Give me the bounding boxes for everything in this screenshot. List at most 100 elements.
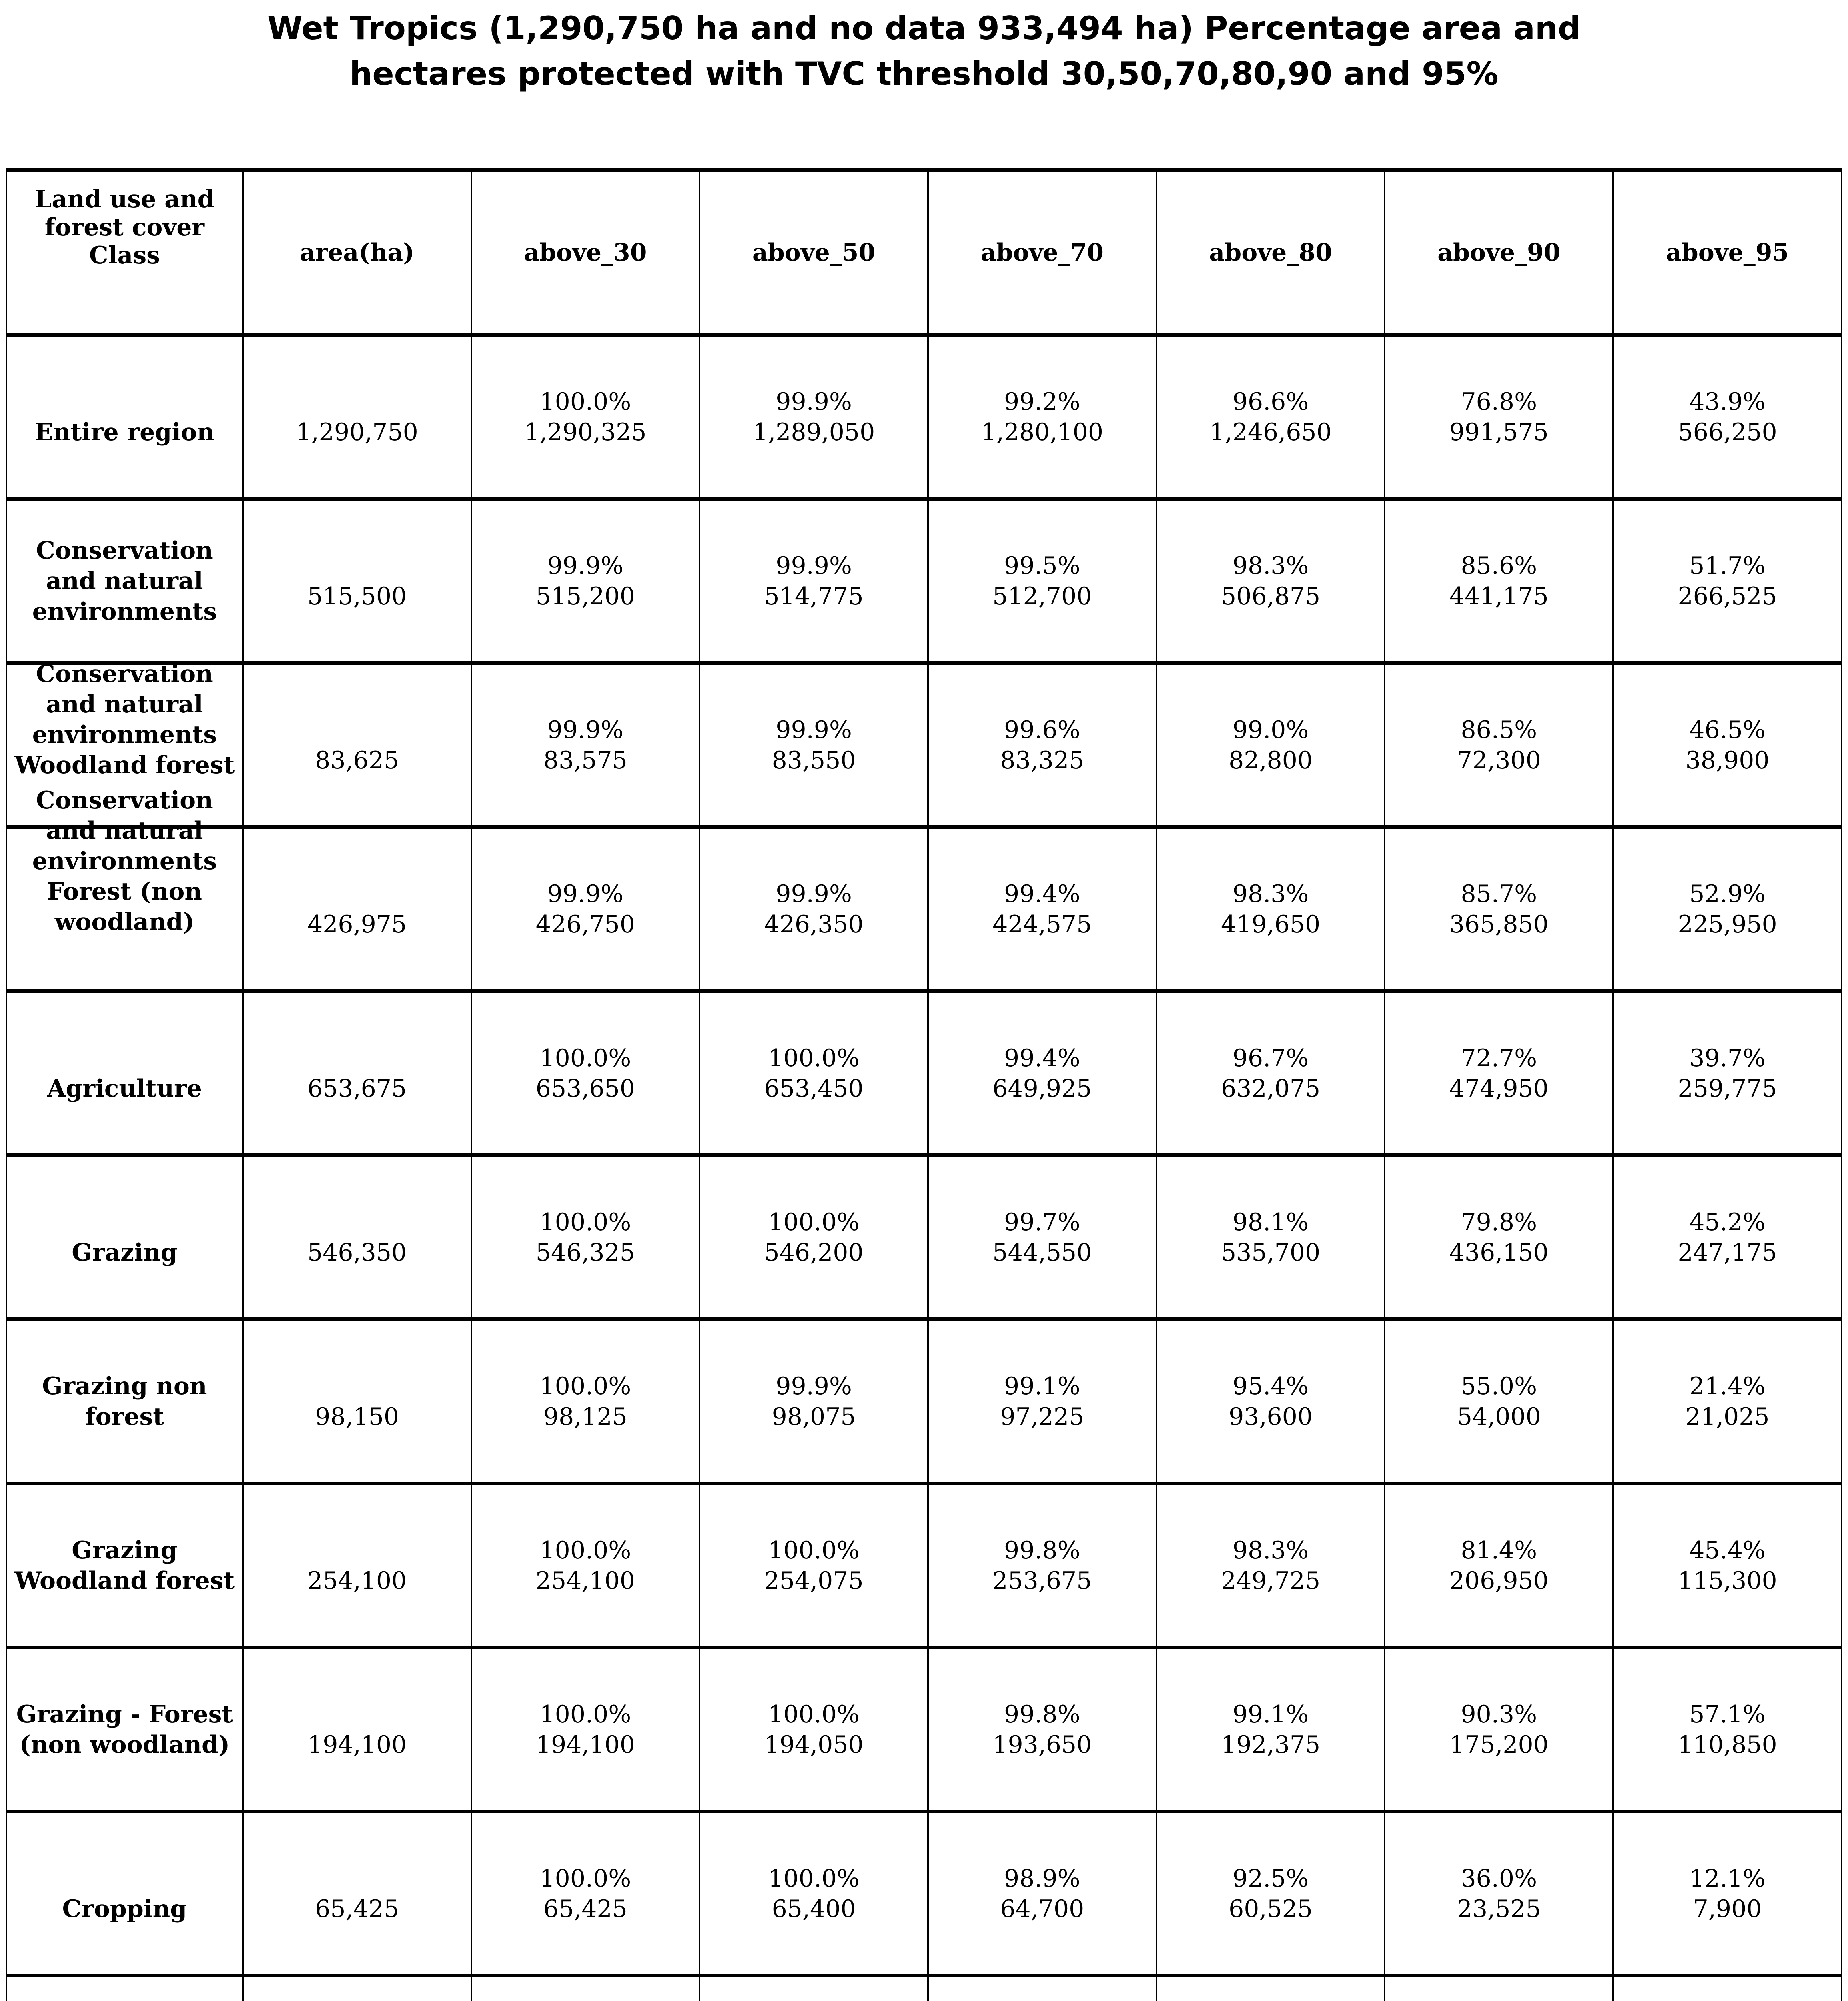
value-cell: 76.8% 991,575 xyxy=(1384,335,1614,499)
table-row: Conservation and natural environments Fo… xyxy=(6,786,1842,991)
value-cell: 99.5% 512,700 xyxy=(927,499,1157,663)
class-cell: Conservation and natural environments Fo… xyxy=(6,786,244,991)
col-header-above-95: above_95 xyxy=(1612,170,1842,335)
data-table: Land use and forest cover Class area(ha)… xyxy=(6,168,1842,2001)
value-cell: 99.9% 1,289,050 xyxy=(699,335,929,499)
value-cell: 99.4% 424,575 xyxy=(927,827,1157,991)
class-cell: Agriculture xyxy=(6,991,244,1155)
value-cell: 99.7% 544,550 xyxy=(927,1155,1157,1319)
value-cell: 99.8% 193,650 xyxy=(927,1647,1157,1812)
table-body: Entire region 1,290,750 100.0% 1,290,325 99… xyxy=(6,335,1842,2001)
value-cell: 99.9% 426,350 xyxy=(699,827,929,991)
table-row: Grazing non forest 98,150 100.0% 98,125 99.… xyxy=(6,1319,1842,1484)
value-cell: 98.1% 535,700 xyxy=(1155,1155,1386,1319)
value-cell: 12.1% 7,900 xyxy=(1612,1811,1842,1976)
value-cell: 39.7% 259,775 xyxy=(1612,991,1842,1155)
table-row: Entire region 1,290,750 100.0% 1,290,325 99… xyxy=(6,335,1842,499)
title-line-2: hectares protected with TVC threshold 30… xyxy=(349,55,1499,92)
value-cell: 95.4% 93,600 xyxy=(1155,1319,1386,1484)
value-cell: 99.4% 649,925 xyxy=(927,991,1157,1155)
value-cell: 72.7% 474,950 xyxy=(1384,991,1614,1155)
area-cell: 98,150 xyxy=(242,1319,472,1484)
value-cell: 100.0% 653,450 xyxy=(699,991,929,1155)
value-cell: 85.6% 441,175 xyxy=(1384,499,1614,663)
value-cell: 21.4% 21,025 xyxy=(1612,1319,1842,1484)
table-row: Grazing Woodland forest 254,100 100.0% 254… xyxy=(6,1483,1842,1648)
area-cell: 653,675 xyxy=(242,991,472,1155)
class-cell: Cropping xyxy=(6,1811,244,1976)
area-cell: 515,500 xyxy=(242,499,472,663)
class-cell: Conservation and natural environments Wo… xyxy=(6,660,244,827)
area-cell: 426,975 xyxy=(242,827,472,991)
value-cell: 100.0% 254,075 xyxy=(699,1483,929,1648)
value-cell: 100.0% 254,100 xyxy=(470,1483,701,1648)
value-cell: 99.9% 83,550 xyxy=(699,663,929,827)
class-cell: Grazing xyxy=(6,1155,244,1319)
area-cell: 546,350 xyxy=(242,1155,472,1319)
table-row: Conservation and natural environments 51… xyxy=(6,499,1842,663)
value-cell: 100.0% 65,425 xyxy=(470,1811,701,1976)
value-cell: 100.0% 1,290,325 xyxy=(470,335,701,499)
value-cell: 99.1% 97,225 xyxy=(927,1319,1157,1484)
value-cell: 92.5% 60,525 xyxy=(1155,1811,1386,1976)
class-cell: Grazing - Forest (non woodland) xyxy=(6,1647,244,1812)
class-cell: Grazing non forest xyxy=(6,1319,244,1484)
value-cell: 86.5% 72,300 xyxy=(1384,663,1614,827)
area-cell: 1,290,750 xyxy=(242,335,472,499)
value-cell: 85.7% 365,850 xyxy=(1384,827,1614,991)
value-cell: 57.1% 110,850 xyxy=(1612,1647,1842,1812)
class-cell: Grazing Woodland forest xyxy=(6,1483,244,1648)
value-cell: 99.2% 1,280,100 xyxy=(927,335,1157,499)
value-cell: 100.0% 98,125 xyxy=(470,1319,701,1484)
value-cell: 98.3% 506,875 xyxy=(1155,499,1386,663)
area-cell: 83,625 xyxy=(242,663,472,827)
value-cell: 98.3% 419,650 xyxy=(1155,827,1386,991)
col-header-above-70: above_70 xyxy=(927,170,1157,335)
col-header-above-80: above_80 xyxy=(1155,170,1386,335)
header-row: Land use and forest cover Class area(ha)… xyxy=(6,170,1842,335)
col-header-above-90: above_90 xyxy=(1384,170,1614,335)
value-cell: 99.8% 253,675 xyxy=(927,1483,1157,1648)
value-cell: 81.4% 206,950 xyxy=(1384,1483,1614,1648)
value-cell: 43.9% 566,250 xyxy=(1612,335,1842,499)
value-cell: 100.0%41,900 xyxy=(470,1975,701,2001)
table-row: Cropping 65,425 100.0% 65,425 100.0% 65,400 9… xyxy=(6,1811,1842,1976)
title-line-1: Wet Tropics (1,290,750 ha and no data 93… xyxy=(267,10,1581,47)
col-header-area: area(ha) xyxy=(242,170,472,335)
value-cell: 100.0% 65,400 xyxy=(699,1811,929,1976)
value-cell: 90.3% 175,200 xyxy=(1384,1647,1614,1812)
value-cell: 100.0% 194,050 xyxy=(699,1647,929,1812)
value-cell: 45.2% 247,175 xyxy=(1612,1155,1842,1319)
value-cell: 99.1% 192,375 xyxy=(1155,1647,1386,1812)
col-header-above-50: above_50 xyxy=(699,170,929,335)
value-cell: 100.0% 546,200 xyxy=(699,1155,929,1319)
page-title: Wet Tropics (1,290,750 ha and no data 93… xyxy=(0,6,1848,97)
value-cell: 46.5% 38,900 xyxy=(1612,663,1842,827)
value-cell: 36.0% 23,525 xyxy=(1384,1811,1614,1976)
value-cell: 36.5%15,275 xyxy=(1384,1975,1614,2001)
value-cell: 97.1%40,675 xyxy=(927,1975,1157,2001)
value-cell: 100.0% 194,100 xyxy=(470,1647,701,1812)
value-cell: 98.3% 249,725 xyxy=(1155,1483,1386,1648)
value-cell: 99.6% 83,325 xyxy=(927,663,1157,827)
class-cell: Entire region xyxy=(6,335,244,499)
area-cell: 194,100 xyxy=(242,1647,472,1812)
value-cell: 99.9% 514,775 xyxy=(699,499,929,663)
col-header-class: Land use and forest cover Class xyxy=(6,170,244,335)
value-cell: 11.2%4,700 xyxy=(1612,1975,1842,2001)
class-cell: Irrigation xyxy=(6,1975,244,2001)
value-cell: 99.9% 515,200 xyxy=(470,499,701,663)
value-cell: 99.9%41,850 xyxy=(699,1975,929,2001)
col-header-above-30: above_30 xyxy=(470,170,701,335)
area-cell: 65,425 xyxy=(242,1811,472,1976)
area-cell: 254,100 xyxy=(242,1483,472,1648)
value-cell: 100.0% 653,650 xyxy=(470,991,701,1155)
value-cell: 55.0% 54,000 xyxy=(1384,1319,1614,1484)
value-cell: 99.9% 426,750 xyxy=(470,827,701,991)
value-cell: 52.9% 225,950 xyxy=(1612,827,1842,991)
value-cell: 99.9% 83,575 xyxy=(470,663,701,827)
value-cell: 79.8% 436,150 xyxy=(1384,1155,1614,1319)
table-row: Grazing 546,350 100.0% 546,325 100.0% 546,20… xyxy=(6,1155,1842,1319)
value-cell: 100.0% 546,325 xyxy=(470,1155,701,1319)
